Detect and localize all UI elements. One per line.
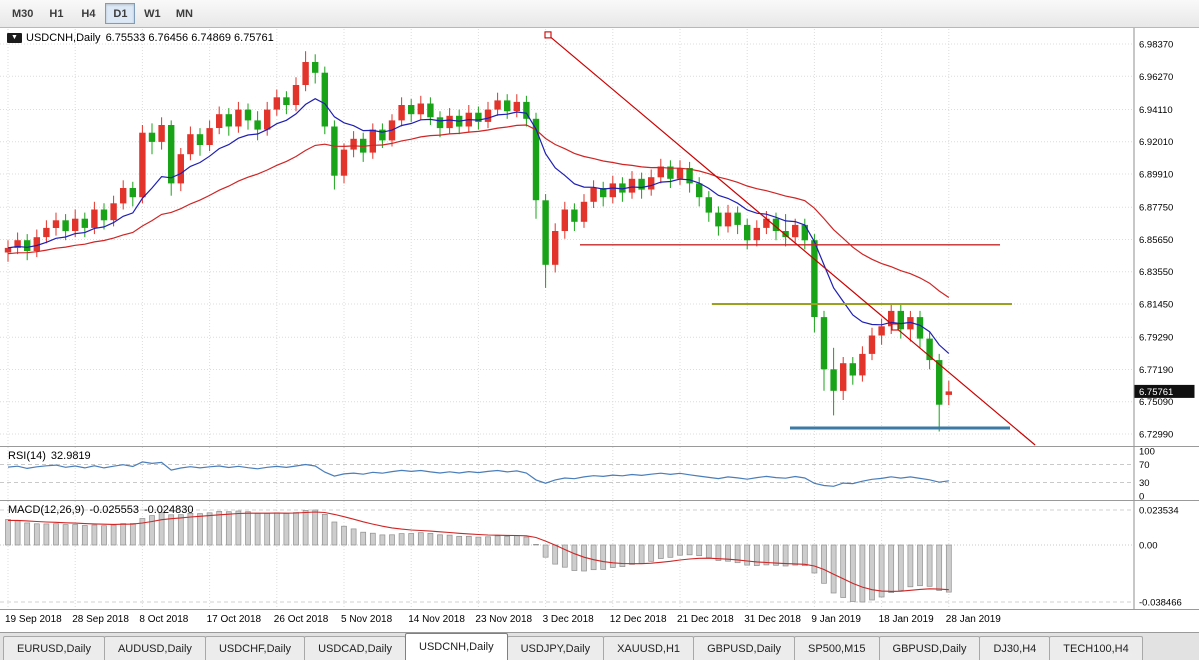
chart-ohlc-values: 6.75533 6.76456 6.74869 6.75761: [105, 32, 274, 44]
tab-gbpusd-daily-9[interactable]: GBPUSD,Daily: [878, 636, 981, 660]
macd-title: MACD(12,26,9) -0.025553 -0.024830: [8, 504, 199, 516]
rsi-label: RSI(14): [8, 450, 46, 462]
date-label: 18 Jan 2019: [878, 614, 934, 625]
current-price-badge: [1134, 384, 1195, 398]
svg-text:6.98370: 6.98370: [1139, 40, 1173, 51]
tab-tech100-h4-11[interactable]: TECH100,H4: [1049, 636, 1143, 660]
rsi-value: 32.9819: [50, 450, 91, 462]
tab-usdchf-daily-2[interactable]: USDCHF,Daily: [204, 636, 306, 660]
timeframe-d1[interactable]: D1: [105, 3, 136, 24]
timeframe-h4[interactable]: H4: [81, 7, 96, 20]
descending-trendline[interactable]: [547, 34, 1036, 446]
tab-audusd-daily-1[interactable]: AUDUSD,Daily: [103, 636, 206, 660]
svg-text:6.94110: 6.94110: [1139, 105, 1173, 116]
svg-text:6.72990: 6.72990: [1139, 430, 1173, 441]
svg-text:6.87750: 6.87750: [1139, 203, 1173, 214]
tab-usdcad-daily-3[interactable]: USDCAD,Daily: [304, 636, 407, 660]
tab-dj30-h4-10[interactable]: DJ30,H4: [979, 636, 1051, 660]
timeframe-m30[interactable]: M30: [12, 7, 34, 20]
macd-signal-line: [8, 511, 949, 592]
tab-sp500-m15-8[interactable]: SP500,M15: [794, 636, 880, 660]
date-label: 17 Oct 2018: [206, 614, 262, 625]
svg-text:6.75761: 6.75761: [1139, 387, 1173, 398]
date-label: 3 Dec 2018: [542, 614, 594, 625]
svg-text:6.96270: 6.96270: [1139, 72, 1173, 83]
macd-signal-value: -0.024830: [143, 504, 194, 516]
date-label: 9 Jan 2019: [811, 614, 861, 625]
chart-dropdown-icon[interactable]: ▼: [7, 33, 22, 43]
svg-text:0: 0: [1139, 492, 1144, 503]
rsi-line: [7, 461, 949, 487]
rsi-panel: 100 70 30 0: [0, 447, 1155, 503]
timeframe-w1[interactable]: W1: [144, 7, 161, 20]
svg-text:6.92010: 6.92010: [1139, 137, 1173, 148]
price-axis[interactable]: 6.98370 6.96270 6.94110 6.92010 6.89910 6.877…: [1133, 28, 1195, 610]
symbol-tab-bar: EURUSD,Daily AUDUSD,Daily USDCHF,Daily USDC…: [0, 632, 1199, 660]
trendline-handle[interactable]: [891, 323, 899, 331]
rsi-title: RSI(14) 32.9819: [8, 450, 96, 462]
tab-usdcnh-daily-4[interactable]: USDCNH,Daily: [405, 633, 508, 660]
ma-slow-line: [7, 124, 950, 298]
tab-xauusd-h1-6[interactable]: XAUUSD,H1: [603, 636, 695, 660]
svg-text:-0.038466: -0.038466: [1139, 598, 1182, 609]
timeframe-toolbar: M30 H1 H4 D1 W1 MN: [0, 0, 1199, 28]
svg-text:6.75090: 6.75090: [1139, 397, 1173, 408]
svg-text:70: 70: [1139, 460, 1150, 471]
date-label: 26 Oct 2018: [273, 614, 329, 625]
svg-text:6.85650: 6.85650: [1139, 235, 1173, 246]
trendline-handle[interactable]: [544, 31, 552, 39]
timeframe-h1[interactable]: H1: [49, 7, 64, 20]
time-axis[interactable]: 19 Sep 2018 28 Sep 2018 8 Oct 2018 17 Oct 2…: [0, 610, 1199, 632]
svg-text:0.023534: 0.023534: [1139, 506, 1179, 517]
chart-title: USDCNH,Daily 6.75533 6.76456 6.74869 6.75…: [26, 32, 279, 44]
date-label: 8 Oct 2018: [139, 614, 189, 625]
timeframe-mn[interactable]: MN: [175, 7, 193, 20]
svg-text:6.81450: 6.81450: [1139, 300, 1173, 311]
panel-separators: [0, 446, 1199, 610]
chart-symbol-label: USDCNH,Daily: [26, 32, 101, 44]
date-label: 31 Dec 2018: [744, 614, 801, 625]
svg-text:100: 100: [1139, 447, 1155, 458]
date-label: 5 Nov 2018: [341, 614, 393, 625]
macd-panel: 0.023534 0.00 -0.038466: [0, 506, 1182, 609]
svg-text:30: 30: [1139, 478, 1150, 489]
date-label: 12 Dec 2018: [609, 614, 667, 625]
chart-objects[interactable]: [544, 31, 1036, 446]
date-label: 14 Nov 2018: [408, 614, 465, 625]
svg-text:6.79290: 6.79290: [1139, 333, 1173, 344]
tab-usdjpy-daily-5[interactable]: USDJPY,Daily: [506, 636, 605, 660]
date-label: 19 Sep 2018: [5, 614, 62, 625]
macd-main-value: -0.025553: [89, 504, 139, 516]
macd-label: MACD(12,26,9): [8, 504, 85, 516]
date-label: 23 Nov 2018: [475, 614, 533, 625]
tab-eurusd-daily-0[interactable]: EURUSD,Daily: [3, 636, 105, 660]
svg-text:6.89910: 6.89910: [1139, 170, 1173, 181]
chart-area[interactable]: 6.98370 6.96270 6.94110 6.92010 6.89910 6.877…: [0, 28, 1199, 610]
date-label: 28 Jan 2019: [945, 614, 1001, 625]
svg-text:6.83550: 6.83550: [1139, 267, 1173, 278]
svg-text:0.00: 0.00: [1139, 541, 1158, 552]
svg-text:6.77190: 6.77190: [1139, 365, 1173, 376]
date-label: 21 Dec 2018: [677, 614, 734, 625]
ma-fast-line: [7, 98, 950, 354]
date-label: 28 Sep 2018: [72, 614, 129, 625]
tab-gbpusd-daily-7[interactable]: GBPUSD,Daily: [693, 636, 796, 660]
candlestick-series: [4, 51, 952, 432]
